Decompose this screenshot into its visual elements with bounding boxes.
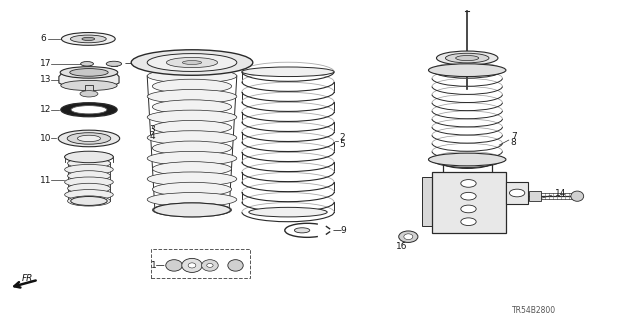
Text: 14: 14 [555, 189, 566, 198]
Ellipse shape [207, 263, 213, 267]
Polygon shape [529, 191, 541, 201]
Ellipse shape [443, 213, 492, 224]
Ellipse shape [70, 35, 106, 43]
Ellipse shape [68, 158, 110, 168]
Ellipse shape [154, 203, 230, 217]
Ellipse shape [106, 61, 122, 66]
Ellipse shape [152, 100, 232, 114]
Text: 1—: 1— [151, 261, 166, 270]
Text: 10: 10 [40, 134, 52, 143]
Ellipse shape [82, 37, 95, 41]
Ellipse shape [147, 90, 237, 104]
Ellipse shape [456, 56, 479, 61]
Ellipse shape [147, 172, 237, 186]
Ellipse shape [152, 162, 232, 176]
Polygon shape [59, 72, 119, 85]
Ellipse shape [152, 203, 232, 217]
Polygon shape [422, 177, 432, 226]
Ellipse shape [509, 189, 525, 197]
Ellipse shape [182, 258, 202, 272]
Ellipse shape [58, 130, 120, 147]
Text: TR54B2800: TR54B2800 [512, 306, 556, 315]
Ellipse shape [60, 67, 118, 78]
Ellipse shape [61, 80, 117, 91]
Ellipse shape [80, 91, 98, 97]
Ellipse shape [429, 153, 506, 166]
Ellipse shape [70, 69, 108, 76]
Ellipse shape [182, 61, 202, 64]
Polygon shape [432, 172, 506, 233]
Ellipse shape [166, 260, 182, 271]
Text: 3: 3 [149, 125, 155, 134]
Ellipse shape [404, 234, 413, 240]
Ellipse shape [77, 135, 100, 142]
Text: —15: —15 [125, 59, 145, 68]
Ellipse shape [461, 218, 476, 226]
Text: 7: 7 [511, 132, 516, 141]
Ellipse shape [461, 205, 476, 213]
Ellipse shape [147, 151, 237, 165]
Ellipse shape [65, 189, 113, 200]
Ellipse shape [71, 197, 108, 205]
Ellipse shape [249, 207, 327, 217]
Ellipse shape [68, 171, 110, 181]
Text: 5: 5 [339, 140, 345, 149]
Text: FR.: FR. [22, 274, 36, 283]
Ellipse shape [461, 180, 476, 187]
Ellipse shape [147, 54, 237, 71]
Ellipse shape [152, 182, 232, 196]
Ellipse shape [67, 133, 111, 144]
Ellipse shape [294, 228, 310, 233]
Ellipse shape [228, 260, 243, 271]
Ellipse shape [445, 53, 489, 63]
Text: 12: 12 [40, 105, 52, 114]
Ellipse shape [65, 177, 113, 187]
Ellipse shape [65, 152, 113, 162]
Ellipse shape [147, 131, 237, 145]
Ellipse shape [147, 193, 237, 207]
Text: 4: 4 [149, 132, 155, 141]
Ellipse shape [65, 164, 113, 174]
Ellipse shape [65, 151, 113, 163]
Ellipse shape [188, 263, 196, 268]
Ellipse shape [152, 141, 232, 155]
Ellipse shape [81, 62, 93, 66]
Ellipse shape [461, 192, 476, 200]
Ellipse shape [202, 260, 218, 271]
Text: 6: 6 [40, 34, 46, 43]
Ellipse shape [399, 231, 418, 242]
Text: 11: 11 [40, 176, 52, 185]
Ellipse shape [242, 67, 334, 77]
Ellipse shape [147, 110, 237, 124]
Text: 17: 17 [40, 59, 52, 68]
Ellipse shape [429, 64, 506, 77]
Ellipse shape [436, 51, 498, 65]
Ellipse shape [152, 121, 232, 135]
Ellipse shape [443, 157, 492, 168]
Ellipse shape [147, 69, 237, 83]
Bar [85, 85, 93, 94]
Text: 2: 2 [339, 133, 345, 142]
Ellipse shape [152, 79, 232, 93]
Text: 8: 8 [511, 138, 516, 147]
Ellipse shape [166, 57, 218, 68]
Ellipse shape [131, 50, 253, 75]
Ellipse shape [71, 106, 107, 114]
Ellipse shape [68, 196, 110, 206]
Text: 16: 16 [396, 242, 407, 251]
Ellipse shape [61, 103, 117, 117]
Text: —9: —9 [333, 226, 348, 235]
Polygon shape [506, 182, 528, 204]
Ellipse shape [571, 191, 584, 201]
Ellipse shape [68, 183, 110, 194]
Ellipse shape [61, 33, 115, 45]
Bar [151, 249, 250, 278]
Text: 13: 13 [40, 75, 52, 84]
